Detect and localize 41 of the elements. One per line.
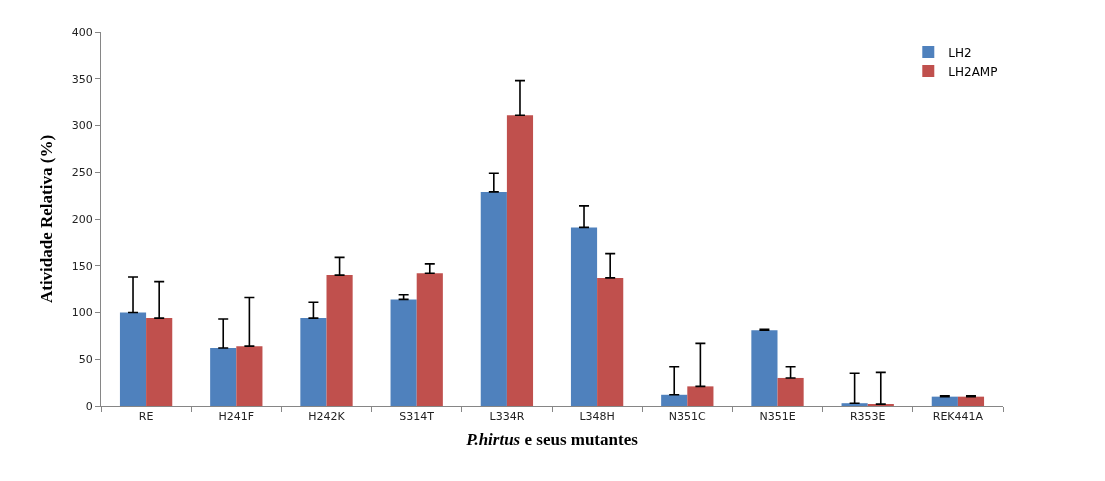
y-tick-label: 100 bbox=[71, 306, 93, 320]
bar bbox=[957, 396, 985, 406]
y-tick-label: 400 bbox=[71, 25, 93, 39]
bar bbox=[661, 394, 688, 406]
x-tick-label: RE bbox=[138, 410, 154, 424]
bar bbox=[687, 386, 714, 406]
x-tick-label: L348H bbox=[579, 410, 615, 424]
bar bbox=[300, 318, 327, 406]
bar bbox=[597, 277, 624, 406]
y-tick-label: 50 bbox=[78, 353, 93, 367]
x-tick-label: N351C bbox=[668, 410, 707, 424]
bar bbox=[480, 191, 507, 406]
y-tick-label: 150 bbox=[71, 259, 93, 273]
x-tick-label: S314T bbox=[399, 410, 435, 424]
bar bbox=[146, 318, 173, 406]
y-tick-label: 250 bbox=[71, 166, 93, 180]
y-tick-label: 350 bbox=[71, 72, 93, 86]
bar bbox=[751, 330, 778, 406]
bar bbox=[570, 227, 598, 406]
bar bbox=[119, 312, 147, 406]
legend-label: LH2AMP bbox=[948, 64, 998, 79]
x-tick-label: REK441A bbox=[932, 410, 984, 424]
y-tick-label: 200 bbox=[71, 212, 93, 226]
y-axis-title: Atividade Relativa (%) bbox=[37, 134, 57, 304]
bar bbox=[416, 273, 443, 406]
bar bbox=[326, 275, 353, 406]
x-tick-label: R353E bbox=[849, 410, 886, 424]
bar bbox=[506, 115, 534, 406]
bar bbox=[777, 377, 804, 406]
x-tick-label: L334R bbox=[489, 410, 525, 424]
y-tick-label: 300 bbox=[71, 119, 93, 133]
x-tick-label: H241F bbox=[218, 410, 255, 424]
x-tick-label: N351E bbox=[759, 410, 796, 424]
y-tick-label: 0 bbox=[85, 399, 93, 413]
bar bbox=[931, 396, 958, 406]
bar bbox=[210, 348, 237, 406]
bar bbox=[390, 299, 417, 406]
bar bbox=[236, 346, 263, 406]
legend-label: LH2 bbox=[948, 45, 972, 60]
x-axis-title: P.hirtus e seus mutantes bbox=[465, 429, 639, 449]
x-tick-label: H242K bbox=[308, 410, 346, 424]
